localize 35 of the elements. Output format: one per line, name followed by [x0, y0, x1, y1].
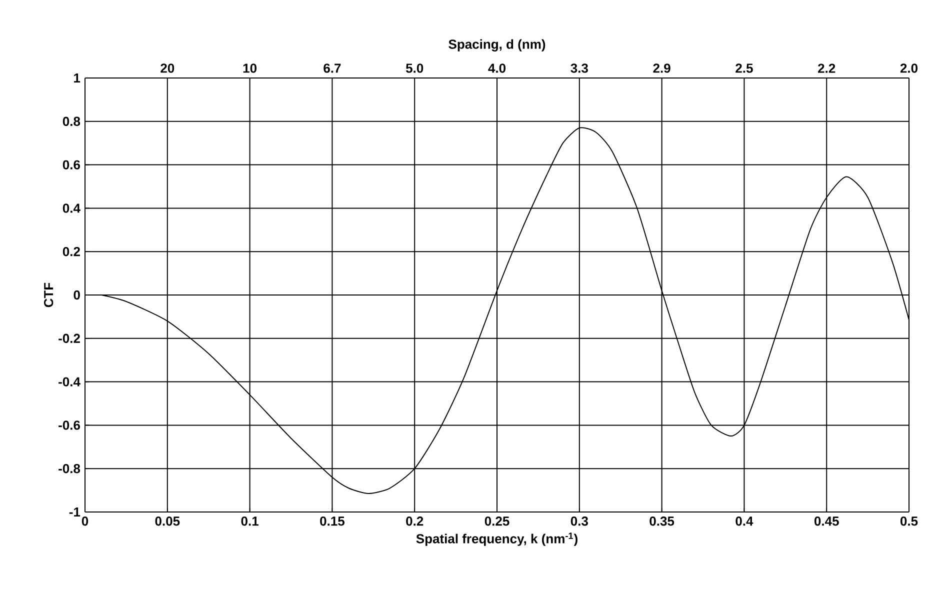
- x-tick-label: 0.45: [814, 516, 839, 526]
- text: 6.7: [324, 64, 341, 73]
- x-tick-label: 0.05: [155, 516, 180, 526]
- x-tick-label: 0.25: [484, 516, 510, 526]
- x-tick-label: 0.2: [406, 516, 424, 526]
- y-tick-label: -0.2: [58, 334, 80, 343]
- x-tick-label: 0.1: [241, 516, 258, 526]
- x-axis-title: Spatial frequency, k (nm$^{-1}$): [416, 532, 578, 546]
- text: 4.0: [488, 64, 506, 73]
- x2-axis-title: Spacing, d (nm): [448, 39, 546, 52]
- x-tick-label: 0.5: [900, 516, 918, 526]
- text: 3.3: [570, 64, 588, 73]
- text: 20: [160, 64, 174, 73]
- x-tick-label: 0: [82, 516, 88, 526]
- x-tick-label: 0.4: [736, 516, 754, 526]
- y-axis-title: CTF: [44, 282, 54, 308]
- y-tick-label: 0.2: [62, 246, 80, 256]
- y-tick-label: 0.6: [62, 160, 80, 170]
- text: 2.2: [818, 64, 836, 73]
- x-tick-label: 0.3: [570, 516, 588, 526]
- y-tick-label: -0.8: [58, 464, 80, 474]
- y-tick-label: 0: [74, 290, 80, 300]
- text: 2.9: [653, 64, 670, 73]
- x-tick-label: 0.15: [320, 516, 344, 526]
- y-tick-label: 1: [74, 74, 80, 82]
- x-tick-label: 0.35: [650, 516, 674, 526]
- y-tick-label: 0.4: [62, 204, 80, 213]
- y-tick-label: 0.8: [62, 116, 80, 126]
- text: 2.5: [736, 64, 753, 73]
- text: 10: [243, 64, 256, 73]
- y-tick-label: -1: [69, 508, 80, 516]
- text: 2.0: [900, 64, 918, 73]
- text: 5.0: [406, 64, 424, 73]
- y-tick-label: -0.6: [58, 420, 80, 430]
- y-tick-label: -0.4: [58, 377, 80, 386]
